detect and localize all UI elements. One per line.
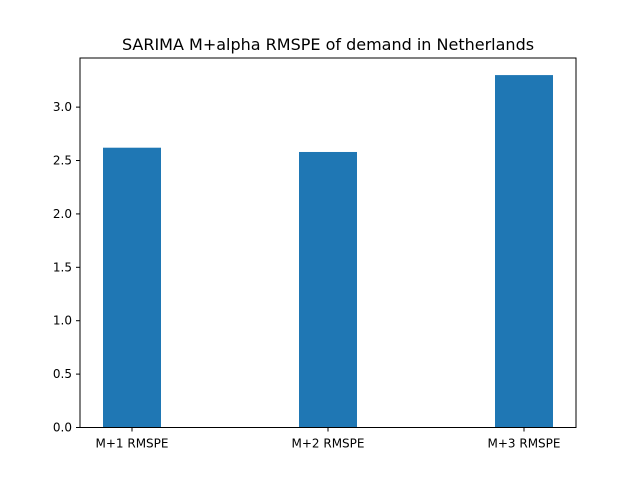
bars-group [103, 75, 553, 428]
bar-2 [299, 151, 357, 428]
axes-frame [79, 57, 577, 428]
chart-title: SARIMA M+alpha RMSPE of demand in Nether… [122, 35, 534, 54]
x-tick-label: M+1 RMSPE [96, 437, 169, 451]
x-tick-label: M+3 RMSPE [488, 437, 561, 451]
x-axis: M+1 RMSPE M+2 RMSPE M+3 RMSPE [96, 427, 561, 451]
y-tick-label: 2.0 [53, 207, 72, 221]
y-axis: 0.0 0.5 1.0 1.5 2.0 2.5 3.0 [53, 100, 80, 435]
x-tick-label: M+2 RMSPE [292, 437, 365, 451]
bar-3 [495, 75, 553, 428]
y-tick-label: 1.5 [53, 260, 72, 274]
y-tick-label: 3.0 [53, 100, 72, 114]
y-tick-label: 0.0 [53, 421, 72, 435]
y-tick-label: 2.5 [53, 154, 72, 168]
bar-1 [103, 147, 161, 428]
y-tick-label: 1.0 [53, 314, 72, 328]
y-tick-label: 0.5 [53, 367, 72, 381]
